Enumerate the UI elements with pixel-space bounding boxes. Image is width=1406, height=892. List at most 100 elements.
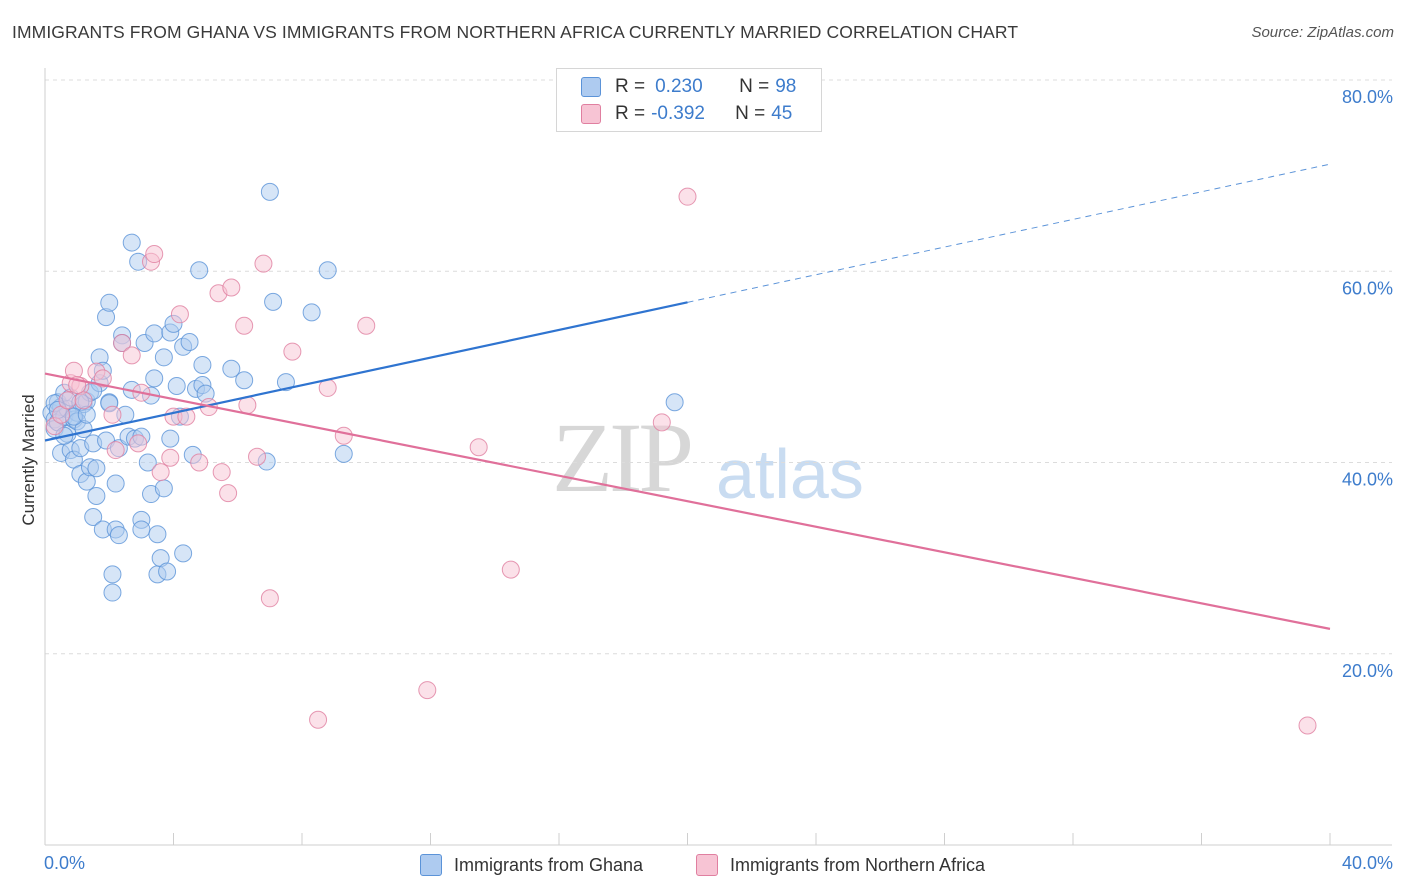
- northern-africa-point: [145, 245, 164, 264]
- ghana-point: [235, 371, 254, 390]
- northern-africa-point: [283, 342, 302, 361]
- ghana-point: [154, 479, 173, 498]
- ghana-trend-extension: [687, 163, 1331, 303]
- y-tick-label: 40.0%: [1342, 470, 1393, 490]
- n-key: N =: [735, 103, 766, 124]
- trend-lines: [44, 163, 1331, 630]
- northern-africa-point: [106, 441, 125, 460]
- x-tick-label: 0.0%: [44, 853, 85, 873]
- northern-africa-point: [248, 447, 267, 466]
- northern-africa-point: [501, 560, 520, 579]
- northern-africa-point: [254, 254, 273, 273]
- northern-africa-point: [122, 346, 141, 365]
- ghana-point: [132, 520, 151, 539]
- legend-label: Immigrants from Northern Africa: [730, 854, 986, 875]
- ghana-point: [148, 525, 167, 544]
- ghana-point: [190, 261, 209, 280]
- n-value: 98: [775, 76, 797, 97]
- ghana-point: [106, 474, 125, 493]
- ghana-point: [154, 348, 173, 367]
- northern-africa-point: [678, 187, 697, 206]
- n-value: 45: [771, 103, 793, 124]
- ghana-point: [174, 544, 193, 563]
- ghana-point: [87, 459, 106, 478]
- ghana-point: [222, 359, 241, 378]
- northern-africa-point: [93, 369, 112, 388]
- northern-africa-point: [161, 448, 180, 467]
- ghana-point: [145, 324, 164, 343]
- northern-africa-point: [151, 463, 170, 482]
- northern-africa-point: [58, 391, 77, 410]
- y-tick-label: 60.0%: [1342, 278, 1393, 298]
- legend-item-ghana[interactable]: Immigrants from Ghana: [420, 852, 643, 878]
- northern-africa-point: [129, 434, 148, 453]
- northern-africa-legend-swatch: [696, 854, 718, 876]
- legend-item-northern-africa[interactable]: Immigrants from Northern Africa: [696, 852, 985, 878]
- northern-africa-point: [74, 391, 93, 410]
- ghana-point: [122, 233, 141, 252]
- northern-africa-point: [418, 681, 437, 700]
- northern-africa-point: [212, 463, 231, 482]
- northern-africa-point: [222, 278, 241, 297]
- axes: [44, 68, 1392, 846]
- northern-africa-point: [177, 407, 196, 426]
- ghana-point: [103, 583, 122, 602]
- ghana-point: [109, 526, 128, 545]
- r-value: -0.392: [651, 103, 705, 124]
- legend-label: Immigrants from Ghana: [454, 854, 644, 875]
- ghana-point: [161, 429, 180, 448]
- ghana-point: [167, 377, 186, 395]
- ghana-legend-swatch: [420, 854, 442, 876]
- r-key: R =: [615, 76, 646, 97]
- northern-africa-point: [309, 710, 328, 729]
- ghana-point: [158, 562, 177, 581]
- ghana-point: [665, 393, 684, 412]
- northern-africa-point: [113, 333, 132, 352]
- northern-africa-point: [357, 316, 376, 335]
- ghana-point: [302, 303, 321, 322]
- y-tick-label: 20.0%: [1342, 661, 1393, 681]
- northern-africa-swatch: [581, 104, 601, 124]
- ghana-point: [145, 369, 164, 388]
- northern-africa-point: [652, 413, 671, 432]
- stats-legend-row-ghana: R = 0.230 N = 98: [581, 74, 796, 100]
- ghana-point: [334, 444, 353, 463]
- ghana-point: [193, 355, 212, 374]
- r-value: 0.230: [655, 76, 703, 97]
- ghana-trend-line: [44, 301, 688, 442]
- n-key: N =: [739, 76, 770, 97]
- ghana-point: [276, 373, 295, 392]
- y-tick-label: 80.0%: [1342, 87, 1393, 107]
- northern-africa-point: [260, 589, 279, 608]
- source-label: Source: ZipAtlas.com: [1251, 24, 1394, 41]
- chart-title: IMMIGRANTS FROM GHANA VS IMMIGRANTS FROM…: [12, 22, 1019, 42]
- northern-africa-point: [190, 453, 209, 472]
- ghana-point: [103, 565, 122, 584]
- northern-africa-point: [334, 426, 353, 445]
- ghana-point: [138, 453, 157, 472]
- ghana-swatch: [581, 77, 601, 97]
- tick-labels: 20.0% 40.0% 60.0% 80.0% 0.0% 40.0% Currently M…: [19, 87, 1393, 873]
- northern-africa-point: [235, 316, 254, 335]
- northern-africa-point: [1298, 716, 1317, 735]
- y-axis-label: Currently Married: [19, 394, 38, 525]
- ghana-point: [264, 292, 283, 311]
- ghana-point: [84, 508, 103, 527]
- northern-africa-point: [103, 405, 122, 424]
- northern-africa-point: [469, 438, 488, 457]
- grid-lines: [45, 79, 1392, 655]
- r-key: R =: [615, 103, 646, 124]
- ghana-point: [318, 261, 337, 280]
- data-points: [42, 182, 1317, 735]
- northern-africa-trend-line: [44, 372, 1331, 630]
- ghana-point: [100, 293, 119, 312]
- stats-legend-row-northern-africa: R = -0.392 N = 45: [581, 101, 792, 127]
- ghana-point: [260, 182, 279, 201]
- watermark-atlas: atlas: [716, 435, 864, 513]
- ghana-point: [180, 333, 199, 352]
- ghana-point: [87, 486, 106, 505]
- stats-legend: R = 0.230 N = 98 R = -0.392 N = 45: [556, 68, 822, 132]
- northern-africa-point: [170, 305, 189, 324]
- northern-africa-point: [219, 484, 238, 503]
